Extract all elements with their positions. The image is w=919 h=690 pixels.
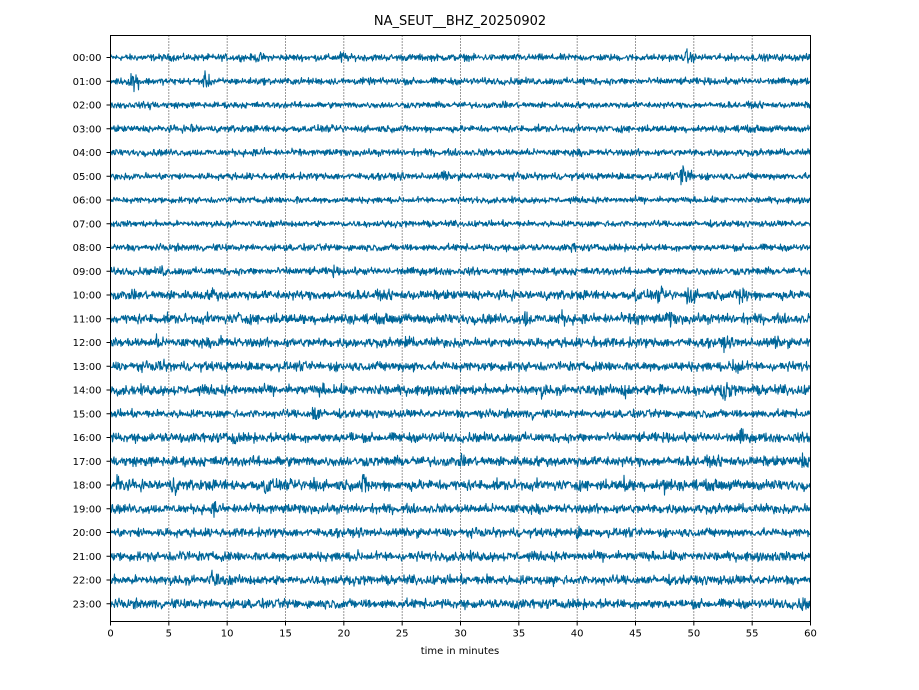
trace-1800 xyxy=(109,473,812,497)
x-tick-label: 20 xyxy=(337,629,350,640)
hour-label: 03:00 xyxy=(73,124,102,135)
hour-label: 05:00 xyxy=(73,172,102,183)
x-tick-label: 0 xyxy=(107,629,113,640)
hour-label: 12:00 xyxy=(73,338,102,349)
hour-label: 14:00 xyxy=(73,386,102,397)
trace-1700 xyxy=(110,452,811,469)
trace-0100 xyxy=(110,70,811,93)
hour-label: 11:00 xyxy=(73,314,102,325)
trace-2300 xyxy=(109,597,811,612)
trace-2100 xyxy=(109,549,812,563)
hour-label: 16:00 xyxy=(73,433,102,444)
trace-rows xyxy=(109,48,812,612)
trace-1100 xyxy=(109,309,812,328)
hour-label: 02:00 xyxy=(73,101,102,112)
x-tick-label: 5 xyxy=(166,629,172,640)
trace-1600 xyxy=(109,427,811,445)
trace-0500 xyxy=(110,165,811,186)
trace-0400 xyxy=(109,146,812,158)
hour-label: 10:00 xyxy=(73,291,102,302)
x-tick-label: 30 xyxy=(454,629,467,640)
x-tick-label: 10 xyxy=(221,629,234,640)
hour-label: 21:00 xyxy=(73,552,102,563)
hour-tick-labels: 00:00 01:00 02:00 03:00 04:00 05:00 06:00 07:00… xyxy=(73,53,111,610)
hour-label: 09:00 xyxy=(73,267,102,278)
trace-1400 xyxy=(109,381,811,402)
hour-label: 08:00 xyxy=(73,243,102,254)
x-axis-label: time in minutes xyxy=(421,646,500,657)
trace-1300 xyxy=(109,358,812,374)
hour-label: 01:00 xyxy=(73,77,102,88)
trace-0000 xyxy=(109,48,812,64)
hour-label: 13:00 xyxy=(73,362,102,373)
trace-1200 xyxy=(109,333,812,354)
hour-label: 19:00 xyxy=(73,504,102,515)
trace-2000 xyxy=(109,525,811,540)
minute-tick-labels: 0 5 10 15 20 25 30 35 40 45 50 55 60 xyxy=(107,621,817,640)
hour-label: 07:00 xyxy=(73,219,102,230)
hour-label: 22:00 xyxy=(73,576,102,587)
x-tick-label: 60 xyxy=(804,629,817,640)
trace-2200 xyxy=(109,569,812,588)
x-tick-label: 25 xyxy=(396,629,409,640)
chart-title: NA_SEUT__BHZ_20250902 xyxy=(374,14,546,29)
hour-label: 04:00 xyxy=(73,148,102,159)
x-tick-label: 40 xyxy=(571,629,584,640)
trace-0600 xyxy=(110,195,811,205)
trace-1900 xyxy=(109,501,811,518)
x-tick-label: 50 xyxy=(687,629,700,640)
x-tick-label: 55 xyxy=(746,629,759,640)
x-tick-label: 15 xyxy=(279,629,292,640)
trace-1000 xyxy=(109,285,812,305)
hour-label: 06:00 xyxy=(73,196,102,207)
trace-0200 xyxy=(109,100,811,111)
trace-0900 xyxy=(110,264,811,279)
hour-label: 00:00 xyxy=(73,53,102,64)
x-tick-label: 45 xyxy=(629,629,642,640)
trace-1500 xyxy=(109,406,811,421)
hour-label: 23:00 xyxy=(73,599,102,610)
hour-label: 17:00 xyxy=(73,457,102,468)
x-tick-label: 35 xyxy=(512,629,525,640)
hour-label: 15:00 xyxy=(73,409,102,420)
hour-label: 18:00 xyxy=(73,481,102,492)
trace-0300 xyxy=(109,123,812,134)
hour-label: 20:00 xyxy=(73,528,102,539)
trace-0800 xyxy=(109,242,812,253)
trace-0700 xyxy=(109,219,811,229)
